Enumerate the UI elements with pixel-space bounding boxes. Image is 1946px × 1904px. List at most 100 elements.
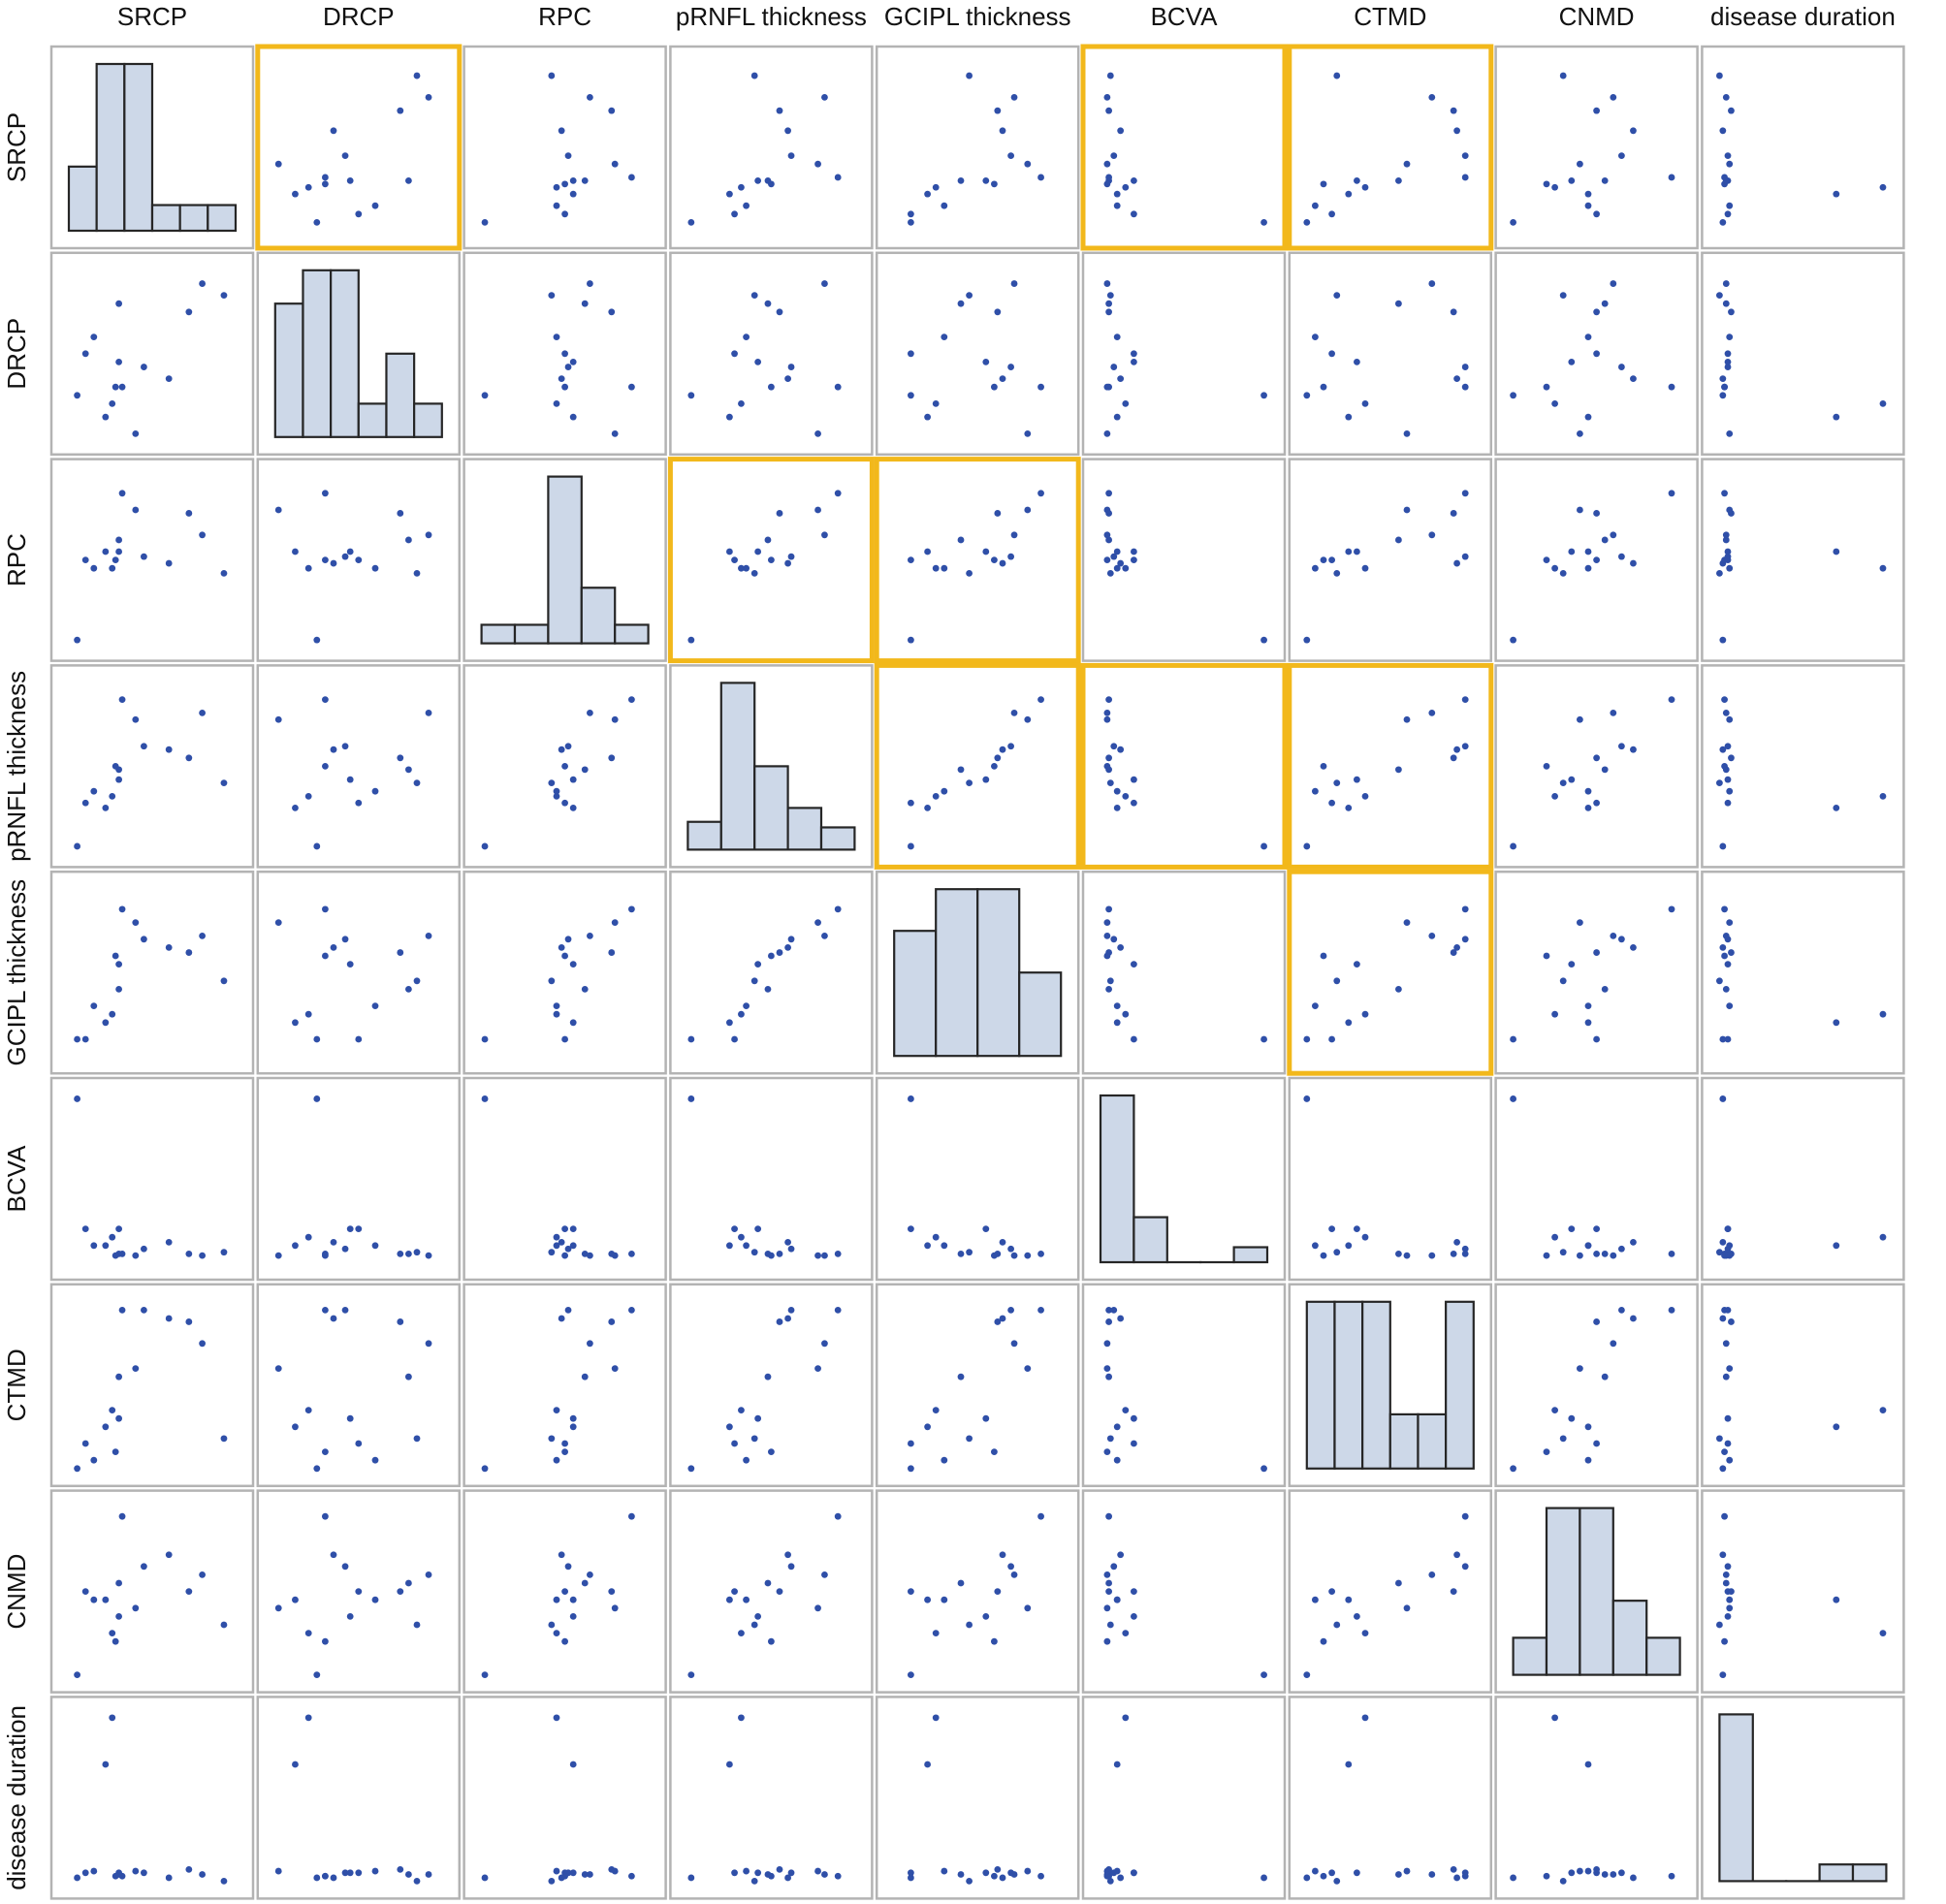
scatter-point [185, 308, 193, 316]
scatter-point [112, 952, 119, 960]
scatter-point [553, 1407, 560, 1413]
scatter-point [814, 919, 821, 926]
scatter-point [553, 1714, 560, 1722]
scatter-point [776, 1865, 783, 1873]
scatter-point [313, 1465, 321, 1473]
scatter-point [1593, 799, 1600, 807]
cell-frame [49, 458, 255, 662]
scatter-cell-srcp-vs-rpc [463, 45, 667, 250]
scatter-cell-drcp-vs-ctmd [1288, 251, 1493, 457]
scatter-cell-ctmd-vs-disease-duration [1701, 1283, 1905, 1488]
scatter-point [587, 1871, 593, 1878]
scatter-point [322, 556, 329, 563]
scatter-point [1122, 1714, 1130, 1722]
scatter-cell-drcp-vs-srcp [49, 251, 255, 457]
scatter-point [425, 1340, 432, 1348]
scatter-cell-gcipl-thickness-vs-disease-duration [1701, 870, 1905, 1075]
scatter-point [994, 1318, 1002, 1325]
scatter-point [304, 183, 312, 191]
scatter-point [738, 1630, 745, 1636]
scatter-point [611, 160, 619, 168]
scatter-point [957, 766, 965, 774]
scatter-cell-disease-duration-vs-drcp [256, 1696, 462, 1900]
scatter-point [1568, 1225, 1576, 1232]
scatter-point [1395, 1251, 1402, 1257]
scatter-point [81, 1869, 89, 1877]
scatter-point [1568, 961, 1576, 968]
histogram-bar [273, 302, 304, 438]
scatter-point [425, 932, 432, 939]
scatter-point [1131, 556, 1137, 563]
scatter-point [1361, 400, 1369, 407]
scatter-point [397, 754, 404, 762]
scatter-point [1010, 709, 1018, 716]
scatter-point [1724, 799, 1732, 807]
scatter-point [397, 107, 404, 114]
scatter-point [558, 127, 565, 135]
scatter-cell-ctmd-vs-gcipl-thickness [875, 1283, 1080, 1488]
cell-frame [1494, 1696, 1699, 1900]
scatter-point [924, 190, 931, 198]
scatter-point [553, 400, 560, 407]
scatter-point [1131, 1588, 1137, 1595]
scatter-point [764, 536, 772, 544]
scatter-point [587, 1571, 593, 1578]
scatter-cell-rpc-vs-cnmd [1494, 458, 1699, 662]
scatter-point [1593, 1440, 1600, 1447]
scatter-cell-gcipl-thickness-vs-srcp [49, 870, 255, 1075]
scatter-point [628, 1307, 635, 1314]
scatter-point [346, 177, 354, 184]
row-label-bcva: BCVA [2, 1145, 31, 1213]
scatter-point [1345, 1761, 1353, 1768]
scatter-point [102, 548, 110, 555]
histogram-bar [786, 807, 823, 851]
scatter-point [991, 180, 998, 188]
scatter-point [1361, 183, 1369, 191]
scatter-point [292, 1423, 299, 1431]
scatter-point [274, 919, 282, 926]
column-label-disease-duration: disease duration [1710, 2, 1896, 31]
scatter-cell-disease-duration-vs-prnfl-thickness [669, 1696, 874, 1900]
scatter-point [1110, 1563, 1118, 1571]
scatter-point [1117, 375, 1125, 382]
scatter-point [1724, 350, 1732, 358]
cell-frame [463, 1283, 667, 1488]
scatter-point [322, 1637, 329, 1645]
scatter-point [764, 986, 772, 993]
scatter-point [731, 1440, 738, 1447]
scatter-point [1117, 559, 1125, 567]
scatter-point [346, 1869, 354, 1877]
scatter-point [814, 1365, 821, 1372]
cell-frame [256, 1283, 462, 1488]
scatter-point [991, 556, 998, 563]
scatter-point [731, 1225, 738, 1232]
scatter-point [999, 1238, 1006, 1246]
histogram-bar [413, 402, 443, 438]
scatter-point [1577, 506, 1583, 514]
scatter-point [957, 177, 965, 184]
scatter-point [1117, 127, 1125, 135]
row-label-ctmd: CTMD [2, 1349, 31, 1421]
scatter-point [1879, 1010, 1887, 1018]
scatter-point [608, 1251, 616, 1257]
scatter-point [1361, 1630, 1369, 1636]
scatter-point [1551, 1714, 1558, 1722]
scatter-point [1105, 696, 1112, 703]
scatter-point [1103, 280, 1111, 287]
scatter-point [185, 1318, 193, 1325]
scatter-point [982, 1869, 990, 1877]
scatter-point [304, 1233, 312, 1241]
cell-frame [49, 1696, 255, 1900]
scatter-point [587, 1340, 593, 1348]
scatter-point [1559, 72, 1567, 79]
scatter-point [611, 429, 619, 437]
scatter-point [932, 400, 940, 407]
scatter-point [1450, 949, 1457, 956]
column-label-ctmd: CTMD [1354, 2, 1426, 31]
scatter-point [1105, 1307, 1112, 1314]
scatter-point [90, 1242, 98, 1250]
scatter-point [994, 308, 1002, 316]
scatter-point [1722, 1571, 1730, 1578]
scatter-point [558, 1315, 565, 1322]
scatter-point [821, 1252, 828, 1259]
